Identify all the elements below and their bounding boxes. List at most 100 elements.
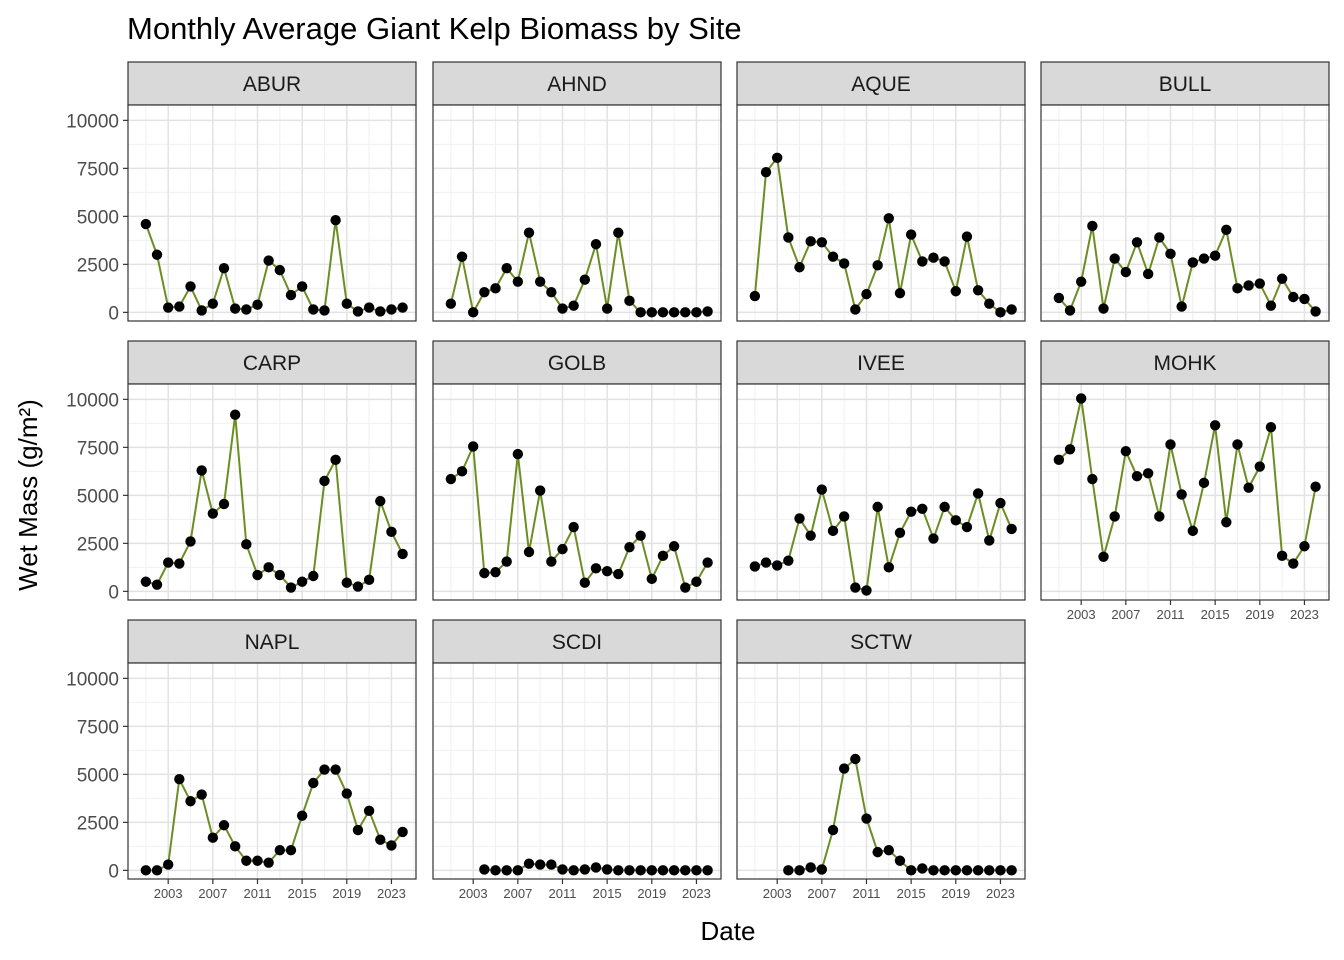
data-point [1310, 481, 1321, 492]
facet-ivee: IVEE [736, 340, 1026, 601]
data-point [850, 753, 861, 765]
x-tick-label: 2015 [593, 886, 622, 901]
facet-bull: BULL [1040, 61, 1330, 322]
data-point [771, 560, 783, 571]
facet-napl: NAPL 0 2500 5000 7500 10000 2003 2007 2011 2015 20… [66, 619, 417, 901]
data-point [691, 576, 702, 587]
x-tick-label: 2023 [682, 886, 711, 901]
data-point [229, 303, 241, 314]
data-point [568, 865, 579, 876]
data-point [174, 301, 185, 312]
x-tick-label: 2019 [1245, 607, 1274, 622]
data-point [646, 307, 657, 318]
data-point [805, 530, 816, 541]
data-point [308, 777, 319, 789]
data-point [330, 215, 341, 226]
panel-border [127, 104, 417, 322]
data-point [872, 260, 883, 271]
data-point [397, 826, 408, 838]
series-line [753, 155, 1012, 314]
data-point [386, 526, 397, 538]
data-point [1053, 292, 1065, 304]
grid-lines [128, 384, 416, 600]
data-point [749, 290, 761, 302]
panel-border [127, 383, 417, 601]
panel-border [736, 662, 1026, 880]
data-point [207, 298, 219, 309]
data-point [185, 536, 196, 547]
data-point [162, 859, 174, 870]
data-point [363, 302, 375, 313]
facet-strip-label: NAPL [245, 631, 300, 654]
x-tick-label: 2011 [549, 886, 577, 901]
data-point [352, 824, 364, 836]
data-point [771, 152, 783, 163]
data-point [229, 409, 241, 420]
data-point [850, 582, 861, 593]
data-point [995, 307, 1006, 318]
data-point [794, 865, 805, 876]
y-tick-label: 0 [108, 861, 119, 882]
plot-background [737, 663, 1025, 879]
panel-border [432, 383, 722, 601]
data-point [523, 858, 535, 869]
data-point [274, 264, 286, 276]
data-point [928, 252, 939, 263]
facet-strip-label: MOHK [1154, 352, 1217, 375]
plot-background [433, 384, 721, 600]
y-tick-label: 2500 [77, 534, 119, 555]
data-point [1310, 306, 1321, 317]
data-point [1187, 257, 1199, 268]
data-point [252, 569, 263, 581]
data-point [1006, 523, 1017, 535]
data-point [568, 521, 579, 533]
panel-border [1040, 104, 1330, 322]
data-point [995, 497, 1006, 509]
y-tick-label: 5000 [77, 765, 119, 786]
data-point [185, 796, 196, 807]
data-point [285, 845, 297, 856]
data-point [218, 263, 230, 274]
data-point [805, 236, 816, 247]
data-point [568, 300, 579, 311]
data-point [579, 577, 591, 588]
facet-panels: ABUR 0 2500 5000 7500 10000 AHND AQUE BULL CARP 0 2… [66, 61, 1330, 901]
data-point [883, 562, 895, 573]
data-point [972, 865, 984, 876]
data-point [805, 862, 816, 873]
data-point [386, 840, 397, 851]
data-point [691, 307, 702, 318]
data-point [984, 298, 995, 309]
grid-lines [1041, 384, 1329, 600]
facet-strip-label: CARP [243, 352, 301, 375]
data-point [546, 287, 557, 298]
data-point [319, 305, 330, 316]
data-point [375, 495, 386, 507]
panel-border [1040, 383, 1330, 601]
data-point [905, 506, 917, 517]
data-point [523, 546, 535, 558]
data-point [330, 454, 341, 466]
data-point [646, 865, 657, 876]
data-point [861, 585, 872, 596]
y-tick-label: 7500 [77, 717, 119, 738]
data-point [939, 256, 950, 267]
data-point [1221, 517, 1232, 528]
data-point [783, 865, 794, 876]
data-point [386, 304, 397, 315]
facet-strip-label: GOLB [548, 352, 606, 375]
facet-mohk: MOHK 2003 2007 2011 2015 2019 2023 [1040, 340, 1330, 622]
data-point [1209, 420, 1221, 431]
data-point [196, 465, 207, 476]
data-point [296, 576, 308, 587]
data-point [1232, 283, 1243, 294]
grid-lines [128, 105, 416, 321]
data-point [928, 533, 939, 544]
data-point [668, 865, 680, 876]
x-tick-label: 2015 [897, 886, 926, 901]
facet-strip-label: ABUR [243, 73, 301, 96]
data-point [162, 302, 174, 313]
data-point [872, 501, 883, 513]
facet-strip [736, 340, 1026, 385]
data-point [613, 865, 624, 876]
